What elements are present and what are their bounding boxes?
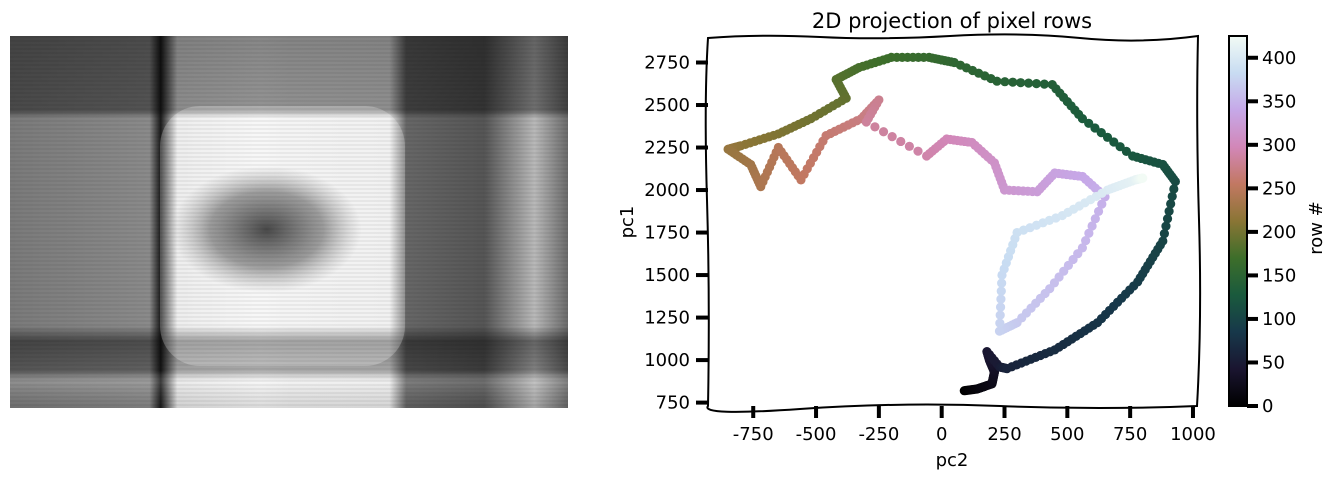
scatter-point [1169,184,1179,194]
colorbar-tick-label: 250 [1262,178,1296,199]
scatter-point [995,310,1005,320]
colorbar-tick-label: 400 [1262,48,1296,69]
scatter-point [913,146,923,156]
scatter-point [1081,235,1091,246]
chart-title: 2D projection of pixel rows [812,9,1092,33]
scatter-point [1093,206,1104,217]
scatter-point [904,141,914,151]
colorbar-tick-label: 50 [1262,352,1285,373]
scatter-point [1008,77,1018,87]
y-tick-label: 1500 [644,265,690,286]
scatter-point [1162,214,1173,224]
scatter-point [1121,146,1131,156]
y-tick-label: 2250 [644,138,690,159]
y-tick-label: 750 [656,393,690,414]
x-tick-label: 0 [936,424,947,445]
y-tick-label: 2750 [644,53,690,74]
y-tick-label: 2000 [644,180,690,201]
scatter-point [1084,228,1094,238]
scatter-point [996,286,1006,296]
scatter-point [1166,199,1176,209]
scatter-point [1023,78,1034,88]
scatter-point [1109,137,1119,147]
scatter-point [995,318,1005,328]
scatter-point [996,294,1006,304]
y-tick-label: 1000 [644,350,690,371]
grayscale-image [10,36,568,408]
scatter-point [1167,191,1177,202]
scatter-point [1039,79,1049,89]
scatter-point [1087,221,1097,231]
y-axis-ticks: 750 1000 1250 1500 1750 2000 2250 2500 2750 [644,53,708,414]
x-tick-label: -250 [858,424,899,445]
scatter-point [1096,128,1106,138]
colorbar-tick-label: 300 [1262,135,1296,156]
x-axis-ticks: -750 -500 -250 0 250 500 750 1000 [733,406,1216,445]
colorbar-label: row # [1306,201,1327,255]
scatter-point [887,131,897,142]
scatter-point [1000,77,1010,87]
scatter-point [1115,142,1125,152]
y-tick-label: 1250 [644,308,690,329]
scatter-point [896,136,906,147]
y-tick-label: 2500 [644,95,690,116]
scatter-point [1016,78,1026,88]
scatter-point [1090,123,1100,133]
scatter-point [995,302,1006,312]
scatter-point [861,117,871,127]
x-tick-label: -500 [796,424,837,445]
scatter-point [1047,80,1057,90]
scatter-points [723,52,1180,396]
colorbar-tick-label: 0 [1262,396,1273,417]
y-tick-label: 1750 [644,223,690,244]
scatter-point [1097,199,1107,209]
scatter-point [1084,118,1094,128]
scatter-point [994,326,1005,336]
colorbar-tick-label: 150 [1262,265,1296,286]
scatter-point [1159,229,1169,239]
x-tick-label: -750 [733,424,774,445]
y-axis-label: pc1 [617,206,638,239]
x-tick-label: 250 [987,424,1021,445]
scatter-point [997,278,1007,288]
scatter-point [870,122,880,132]
scatter-point [878,127,889,137]
plot-frame [704,33,1202,413]
colorbar-tick-label: 350 [1262,91,1296,112]
scatter-point [1031,79,1042,89]
colorbar-ticks: 0 50 100 150 200 250 300 350 400 [1247,48,1296,417]
scatter-point [1138,173,1148,183]
x-axis-label: pc2 [936,450,969,471]
scatter-point [1102,132,1113,142]
scatter-point [1164,206,1174,216]
scatter-point [1158,236,1168,246]
colorbar-tick-label: 100 [1262,309,1296,330]
x-tick-label: 750 [1113,424,1147,445]
x-tick-label: 1000 [1170,424,1216,445]
scatter-point [1161,221,1171,231]
colorbar [1228,35,1248,407]
colorbar-tick-label: 200 [1262,222,1296,243]
x-tick-label: 500 [1050,424,1084,445]
scatter-point [1128,151,1138,161]
scatter-point [1090,214,1100,224]
